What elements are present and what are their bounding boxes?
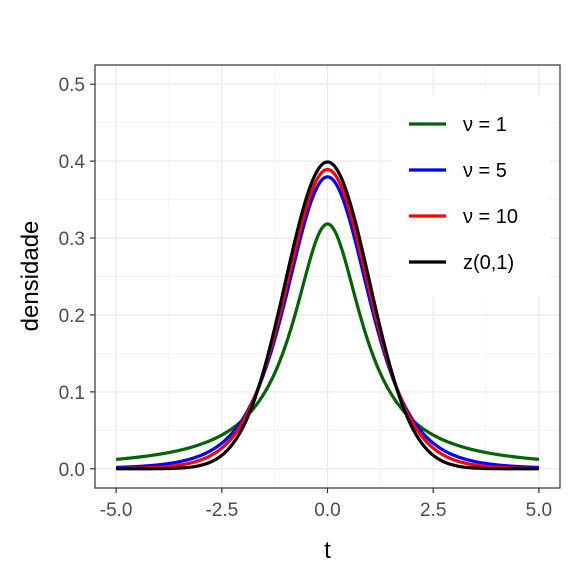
legend-label-1: ν = 5 xyxy=(463,160,507,182)
legend-label-3: z(0,1) xyxy=(463,252,514,274)
y-tick-label: 0.2 xyxy=(59,306,85,327)
y-tick-label: 0.1 xyxy=(59,383,85,404)
y-tick-label: 0.4 xyxy=(59,152,86,173)
legend: ν = 1 ν = 5 ν = 10 z(0,1) xyxy=(392,96,550,296)
series-line-3 xyxy=(115,160,540,471)
tick-labels: -5.0 -2.5 0.0 2.5 5.0 0.0 0.1 0.2 0.3 0.4 0.5 xyxy=(59,75,552,521)
x-tick-label: -2.5 xyxy=(205,500,238,521)
y-tick-label: 0.5 xyxy=(59,75,85,96)
y-tick-label: 0.0 xyxy=(59,460,85,481)
x-tick-label: 5.0 xyxy=(526,500,552,521)
series-line-0 xyxy=(115,222,540,461)
density-curves xyxy=(115,160,540,471)
x-axis-title: t xyxy=(324,537,331,564)
legend-label-0: ν = 1 xyxy=(463,114,507,136)
axis-ticks xyxy=(90,83,540,493)
y-tick-label: 0.3 xyxy=(59,229,85,250)
y-axis-title: densidade xyxy=(17,221,44,332)
series-line-1 xyxy=(115,175,540,470)
x-tick-label: -5.0 xyxy=(100,500,133,521)
x-tick-label: 0.0 xyxy=(314,500,340,521)
x-tick-label: 2.5 xyxy=(420,500,446,521)
series-line-2 xyxy=(115,167,540,471)
legend-label-2: ν = 10 xyxy=(463,206,518,228)
